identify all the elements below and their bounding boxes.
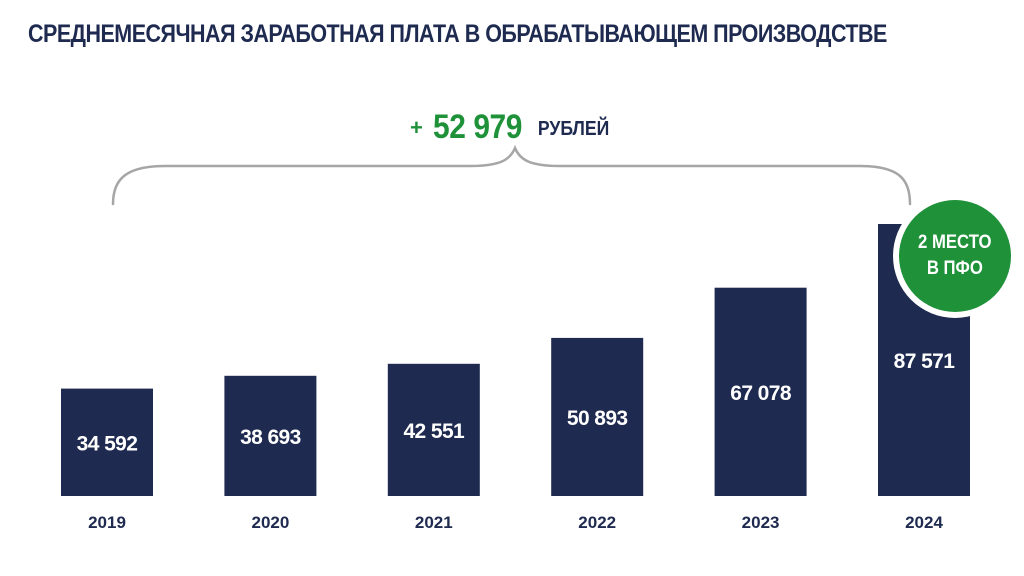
bar-value-label-2019: 34 592 [77,432,138,455]
bar-value-label-2023: 67 078 [730,382,792,405]
bar-2023 [714,287,807,496]
increase-annotation: + 52 979 РУБЛЕЙ [0,110,1024,144]
bar-value-label-2021: 42 551 [403,420,465,443]
bar-value-label-2022: 50 893 [567,407,628,430]
bar-2021 [387,363,480,496]
bars-layer: 34 592 2019 38 693 2020 42 551 2021 50 893 2022… [61,224,970,532]
bar-value-label-2020: 38 693 [240,426,301,449]
year-label-2020: 2020 [251,513,289,532]
growth-brace [111,144,912,206]
bar-2022 [551,337,644,496]
page-title: СРЕДНЕМЕСЯЧНАЯ ЗАРАБОТНАЯ ПЛАТА В ОБРАБА… [28,20,887,48]
increase-unit: РУБЛЕЙ [537,118,610,140]
rank-badge: 2 МЕСТО В ПФО [899,200,1011,312]
year-label-2019: 2019 [88,513,126,532]
rank-badge-line1: 2 МЕСТО [918,232,992,254]
increase-amount: 52 979 [433,108,523,146]
year-label-2022: 2022 [578,513,616,532]
year-label-2021: 2021 [415,513,453,532]
bar-value-label-2024: 87 571 [894,350,956,373]
year-label-2024: 2024 [905,513,943,532]
bar-2019 [61,388,153,496]
bar-2020 [224,375,317,496]
year-label-2023: 2023 [742,513,780,532]
increase-sign: + [410,115,423,140]
rank-badge-line2: В ПФО [926,258,984,279]
